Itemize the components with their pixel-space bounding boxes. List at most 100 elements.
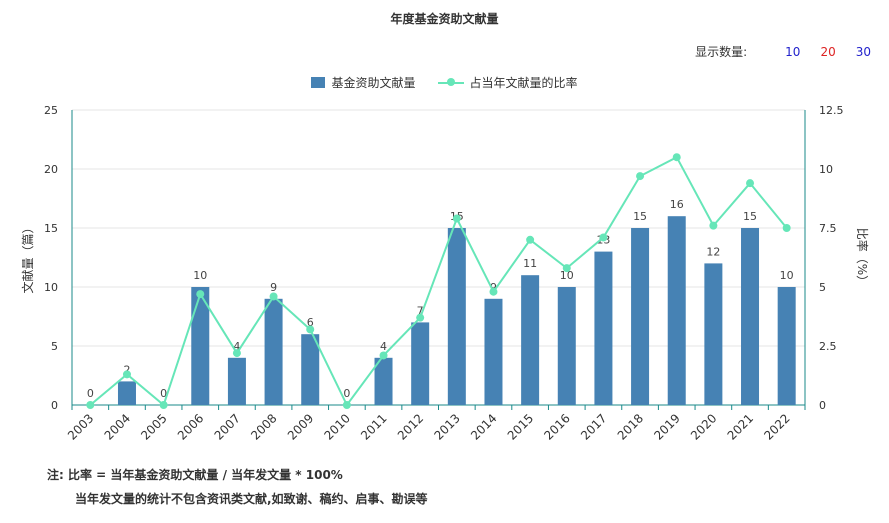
y-tick-label-right: 7.5 — [819, 222, 837, 235]
ratio-point — [86, 401, 95, 409]
bar — [631, 228, 650, 405]
x-tick-label: 2013 — [431, 411, 462, 442]
bar — [227, 357, 246, 405]
bar — [777, 287, 796, 405]
y-tick-label-left: 20 — [44, 163, 58, 176]
bar-value-label: 15 — [633, 210, 647, 223]
legend-item-bar[interactable]: 基金资助文献量 — [311, 74, 416, 91]
footnote-ratio: 注: 比率 = 当年基金资助文献量 / 当年发文量 * 100% — [47, 468, 343, 482]
bar-value-label: 10 — [193, 269, 207, 282]
x-tick-label: 2009 — [285, 411, 316, 442]
ratio-point — [122, 370, 131, 379]
ratio-point — [562, 264, 571, 273]
bar-value-label: 16 — [670, 198, 684, 211]
ratio-line — [89, 155, 788, 407]
ratio-point — [672, 153, 681, 162]
chart-title: 年度基金资助文献量 — [390, 12, 499, 26]
display-count-option-10[interactable]: 10 — [785, 44, 801, 59]
y-tick-label-right: 2.5 — [819, 340, 837, 353]
x-tick-label: 2008 — [248, 411, 279, 442]
ratio-point — [306, 325, 315, 334]
bar — [301, 334, 320, 405]
chart-legend: 基金资助文献量 占当年文献量的比率 — [0, 74, 889, 91]
bar-value-label: 9 — [270, 281, 277, 294]
x-tick-label: 2003 — [65, 411, 96, 442]
footnote-exclusion: 当年发文量的统计不包含资讯类文献,如致谢、稿约、启事、勘误等 — [75, 492, 428, 506]
bar — [484, 298, 503, 405]
bar-value-label: 7 — [417, 304, 424, 317]
bar-value-label: 10 — [780, 269, 794, 282]
ratio-point — [416, 313, 425, 322]
ratio-point — [599, 233, 608, 242]
y-axis-title-left: 文献量（篇） — [20, 221, 35, 293]
y-tick-label-left: 5 — [51, 340, 58, 353]
bar — [741, 228, 760, 405]
ratio-point — [196, 290, 205, 299]
x-tick-label: 2010 — [321, 411, 352, 442]
bar — [594, 251, 613, 405]
bar-value-label: 15 — [743, 210, 757, 223]
bar-value-label: 4 — [380, 340, 387, 353]
legend-line-label: 占当年文献量的比率 — [469, 76, 578, 90]
ratio-point — [526, 235, 535, 244]
bar-value-label: 0 — [160, 387, 167, 400]
bar — [411, 322, 430, 405]
legend-item-line[interactable]: 占当年文献量的比率 — [437, 74, 578, 91]
x-tick-label: 2018 — [615, 411, 646, 442]
x-tick-label: 2011 — [358, 411, 389, 442]
bar-value-label: 0 — [87, 387, 94, 400]
legend-line-swatch — [437, 77, 464, 88]
x-tick-label: 2020 — [688, 411, 719, 442]
y-tick-label-right: 12.5 — [819, 104, 844, 117]
bar — [667, 216, 686, 405]
display-count-selector: 显示数量: 10 20 30 — [695, 43, 871, 60]
bar — [264, 298, 283, 405]
bar — [374, 357, 393, 405]
x-tick-label: 2012 — [395, 411, 426, 442]
display-count-label: 显示数量: — [695, 45, 748, 59]
bar-value-label: 6 — [307, 316, 314, 329]
ratio-point — [782, 224, 791, 232]
ratio-point — [232, 349, 241, 358]
x-tick-label: 2006 — [175, 411, 206, 442]
y-tick-label-left: 25 — [44, 104, 58, 117]
ratio-point — [379, 351, 388, 360]
legend-bar-swatch — [311, 77, 326, 88]
x-tick-label: 2021 — [725, 411, 756, 442]
x-tick-label: 2004 — [102, 411, 133, 442]
y-tick-label-right: 0 — [819, 399, 826, 412]
y-tick-label-left: 10 — [44, 281, 58, 294]
x-tick-label: 2007 — [212, 411, 243, 442]
bar — [117, 381, 136, 405]
x-tick-label: 2005 — [138, 411, 169, 442]
ratio-point — [452, 214, 461, 223]
ratio-point — [269, 292, 278, 301]
ratio-point — [636, 172, 645, 181]
y-tick-label-left: 0 — [51, 399, 58, 412]
bar — [191, 287, 210, 405]
y-axis-title-right: 比率（%） — [855, 228, 870, 287]
x-tick-label: 2017 — [578, 411, 609, 442]
bar-value-label: 0 — [343, 387, 350, 400]
x-tick-label: 2019 — [651, 411, 682, 442]
bar-value-label: 12 — [706, 245, 720, 258]
bar-value-label: 10 — [560, 269, 574, 282]
bar-value-label: 9 — [490, 281, 497, 294]
bar-value-label: 2 — [123, 363, 130, 376]
display-count-option-30[interactable]: 30 — [855, 44, 871, 59]
x-tick-label: 2022 — [761, 411, 792, 442]
bar-value-label: 4 — [233, 340, 240, 353]
x-tick-label: 2014 — [468, 411, 499, 442]
y-tick-label-right: 5 — [819, 281, 826, 294]
bar — [521, 275, 540, 405]
bar — [557, 287, 576, 405]
display-count-option-20[interactable]: 20 — [820, 44, 836, 59]
ratio-point — [342, 401, 351, 409]
x-tick-label: 2015 — [505, 411, 536, 442]
ratio-point — [709, 221, 718, 230]
ratio-point — [159, 401, 168, 409]
y-tick-label-left: 15 — [44, 222, 58, 235]
legend-bar-label: 基金资助文献量 — [331, 76, 416, 90]
ratio-point — [746, 179, 755, 188]
